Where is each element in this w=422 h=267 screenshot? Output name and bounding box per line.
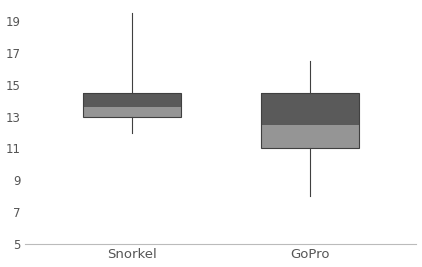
Bar <box>261 93 359 125</box>
Bar <box>83 107 181 117</box>
Bar <box>261 125 359 148</box>
Bar <box>261 93 359 148</box>
Bar <box>83 93 181 117</box>
Bar <box>83 93 181 107</box>
